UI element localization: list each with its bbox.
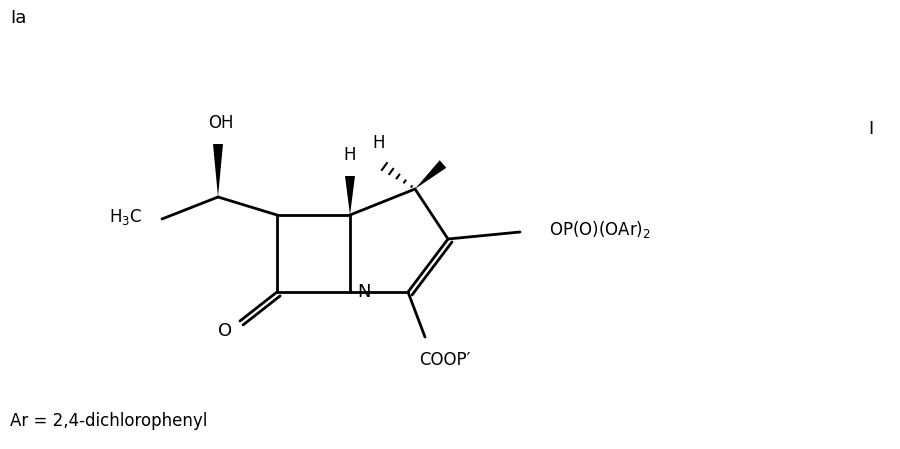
- Text: COOP′: COOP′: [419, 351, 471, 369]
- Text: OH: OH: [208, 114, 234, 132]
- Polygon shape: [415, 160, 446, 189]
- Text: H: H: [373, 134, 385, 152]
- Polygon shape: [345, 176, 355, 215]
- Text: I: I: [868, 120, 873, 138]
- Text: N: N: [357, 283, 371, 301]
- Text: H$_3$C: H$_3$C: [109, 207, 142, 227]
- Text: O: O: [218, 322, 232, 340]
- Polygon shape: [213, 144, 223, 197]
- Text: OP(O)(OAr)$_2$: OP(O)(OAr)$_2$: [549, 219, 651, 239]
- Text: Ia: Ia: [10, 9, 26, 27]
- Text: H: H: [344, 146, 356, 164]
- Text: Ar = 2,4-dichlorophenyl: Ar = 2,4-dichlorophenyl: [10, 412, 207, 430]
